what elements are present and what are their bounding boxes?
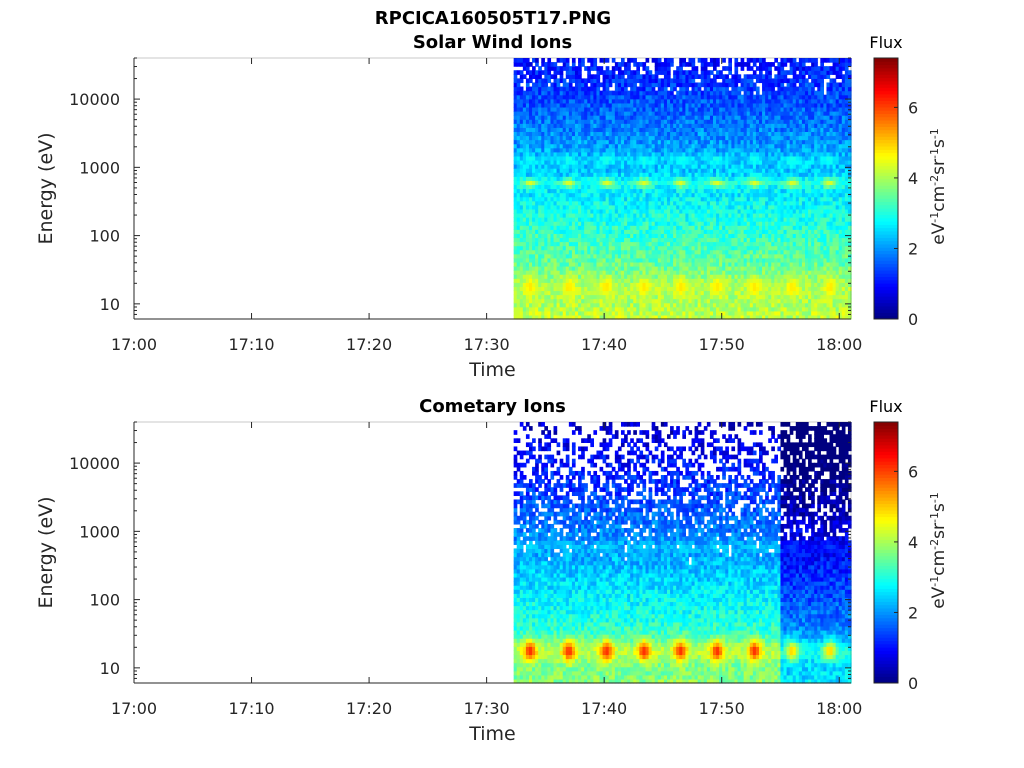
y-tick-label: 1000 xyxy=(79,522,120,541)
x-tick-label: 17:10 xyxy=(228,699,274,718)
x-tick-label: 17:30 xyxy=(464,699,510,718)
x-tick-label: 18:00 xyxy=(816,335,862,354)
colorbar-tick-label: 0 xyxy=(908,310,918,329)
x-tick-label: 17:50 xyxy=(699,699,745,718)
colorbar-title: Flux xyxy=(869,33,902,52)
x-tick-label: 17:40 xyxy=(581,335,627,354)
colorbar-tick-label: 4 xyxy=(908,533,918,552)
figure-title: RPCICA160505T17.PNG xyxy=(375,8,611,29)
y-tick-label: 10 xyxy=(100,295,120,314)
x-tick-label: 18:00 xyxy=(816,699,862,718)
colorbar-tick-label: 2 xyxy=(908,239,918,258)
x-tick-label: 17:40 xyxy=(581,699,627,718)
colorbar: 0 2 4 6 Flux eV-1cm-2sr-1s-1 xyxy=(869,397,949,693)
x-tick-label: 17:00 xyxy=(111,699,157,718)
y-tick-label: 1000 xyxy=(79,158,120,177)
colorbar: 0 2 4 6 Flux eV-1cm-2sr-1s-1 xyxy=(869,33,949,329)
panel-cometary-ions: Cometary Ions 17:00 17:10 17:20 17:30 17:40 17… xyxy=(35,396,949,745)
colorbar-label: eV-1cm-2sr-1s-1 xyxy=(928,128,950,245)
x-tick-label: 17:10 xyxy=(228,335,274,354)
x-axis-label: Time xyxy=(468,359,516,381)
colorbar-tick-label: 2 xyxy=(908,603,918,622)
panel-title: Solar Wind Ions xyxy=(413,32,572,53)
x-tick-label: 17:50 xyxy=(699,335,745,354)
x-axis-label: Time xyxy=(468,723,516,745)
colorbar-tick-label: 6 xyxy=(908,98,918,117)
colorbar-tick-label: 4 xyxy=(908,169,918,188)
y-tick-label: 10 xyxy=(100,659,120,678)
colorbar-tick-label: 6 xyxy=(908,462,918,481)
y-tick-label: 100 xyxy=(89,227,120,246)
x-tick-label: 17:20 xyxy=(346,335,392,354)
colorbar-title: Flux xyxy=(869,397,902,416)
spectrogram-cells xyxy=(513,58,852,320)
colorbar-label: eV-1cm-2sr-1s-1 xyxy=(928,492,950,609)
colorbar-tick-label: 0 xyxy=(908,674,918,693)
x-tick-label: 17:20 xyxy=(346,699,392,718)
panel-title: Cometary Ions xyxy=(419,396,566,417)
spectrogram-cells xyxy=(513,422,852,684)
y-tick-label: 10000 xyxy=(69,454,120,473)
y-axis-label: Energy (eV) xyxy=(35,132,57,244)
x-tick-label: 17:30 xyxy=(464,335,510,354)
x-tick-label: 17:00 xyxy=(111,335,157,354)
y-tick-label: 10000 xyxy=(69,90,120,109)
y-tick-label: 100 xyxy=(89,591,120,610)
y-axis-label: Energy (eV) xyxy=(35,496,57,608)
panel-solar-wind-ions: Solar Wind Ions 17:00 17:10 17:20 17:30 17:40… xyxy=(35,32,949,381)
